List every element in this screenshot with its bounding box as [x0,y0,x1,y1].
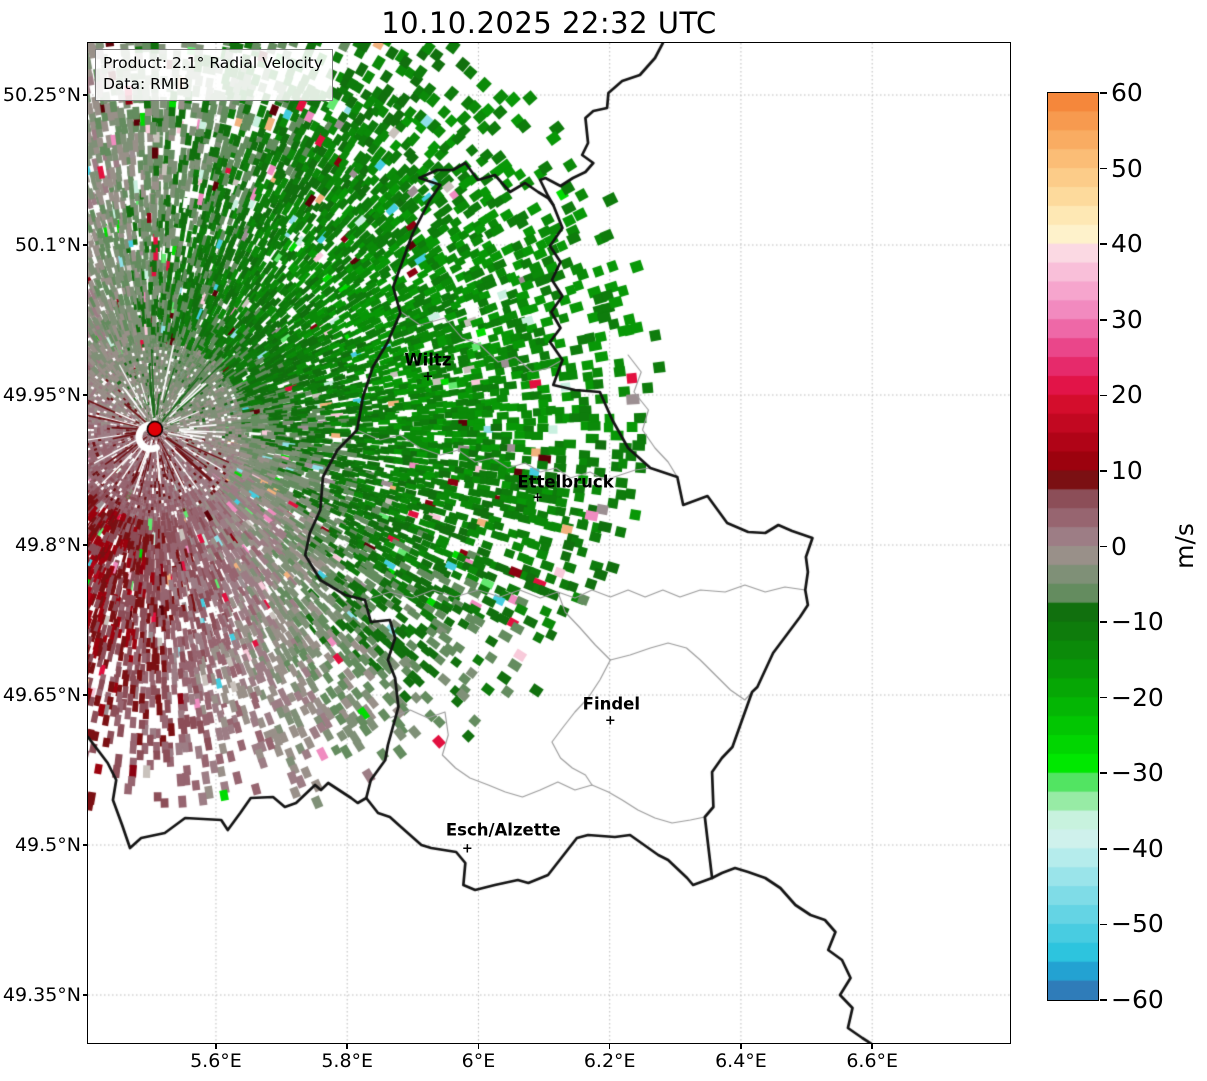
colorbar-tick-mark [1100,923,1107,926]
lon-tick-mark [477,1044,480,1049]
product-legend-box: Product: 2.1° Radial Velocity Data: RMIB [95,49,333,101]
lon-tick-mark [871,1044,873,1049]
colorbar-tick-label: 40 [1111,229,1143,259]
city-marker: + [422,369,434,385]
colorbar-tick-label: 30 [1111,304,1143,334]
colorbar-tick-label: −20 [1111,682,1164,712]
colorbar-tick-label: 10 [1111,455,1143,485]
lon-tick-mark [608,1044,611,1049]
lon-tick-label: 6°E [461,1050,496,1072]
map-panel: Product: 2.1° Radial Velocity Data: RMIB… [87,42,1011,1044]
lon-tick-mark [740,1044,742,1049]
colorbar-tick-label: 60 [1111,78,1143,107]
lat-tick-mark [83,94,88,96]
lon-tick-mark [346,1044,348,1049]
lon-tick-label: 5.8°E [321,1050,374,1072]
lat-tick-mark [83,694,88,696]
colorbar-tick-mark [1100,848,1107,850]
radar-field-canvas [88,43,1010,1043]
lat-tick-label: 49.5°N [14,834,81,856]
city-marker: + [461,841,473,857]
lat-tick-label: 49.8°N [14,534,81,556]
colorbar-tick-label: −10 [1111,607,1164,637]
lon-tick-label: 5.6°E [190,1050,242,1072]
colorbar [1047,92,1099,1001]
legend-product-line: Product: 2.1° Radial Velocity [103,54,323,72]
lat-tick-label: 50.25°N [2,84,81,106]
lat-tick-label: 49.95°N [2,384,81,406]
figure-title: 10.10.2025 22:32 UTC [381,6,717,40]
colorbar-tick-mark [1100,470,1107,472]
colorbar-tick-label: 0 [1111,531,1127,561]
colorbar-tick-mark [1100,999,1107,1001]
city-label: Ettelbruck [517,472,614,492]
colorbar-tick-label: 50 [1111,153,1143,183]
city-marker: + [604,713,616,729]
colorbar-tick-mark [1100,696,1107,699]
colorbar-canvas [1048,93,1098,1000]
lon-tick-label: 6.2°E [583,1050,636,1072]
colorbar-tick-mark [1100,167,1107,170]
city-label: Wiltz [404,350,452,370]
lat-tick-label: 50.1°N [14,234,81,256]
lon-tick-label: 6.6°E [846,1050,899,1072]
city-label: Esch/Alzette [445,820,561,840]
colorbar-tick-label: −30 [1111,758,1164,788]
colorbar-tick-mark [1100,243,1107,245]
lat-tick-mark [83,244,88,246]
colorbar-tick-label: −40 [1111,833,1164,863]
colorbar-tick-mark [1100,92,1107,94]
colorbar-tick-mark [1100,318,1107,321]
lat-tick-label: 49.65°N [2,684,81,706]
lat-tick-mark [83,394,88,396]
colorbar-unit-label: m/s [1170,523,1199,569]
lat-tick-label: 49.35°N [2,984,81,1006]
colorbar-tick-mark [1100,545,1107,548]
city-marker: + [532,490,543,506]
lon-tick-mark [215,1044,217,1049]
colorbar-tick-mark [1100,621,1107,623]
colorbar-tick-mark [1100,394,1107,397]
lat-tick-mark [83,844,88,846]
colorbar-tick-mark [1100,772,1107,775]
city-label: Findel [582,694,641,714]
colorbar-tick-label: 20 [1111,380,1143,410]
colorbar-tick-label: −60 [1111,985,1164,1014]
lat-tick-mark [83,544,88,546]
legend-data-line: Data: RMIB [103,74,190,93]
colorbar-tick-label: −50 [1111,909,1164,939]
lon-tick-label: 6.4°E [715,1050,767,1072]
lat-tick-mark [83,994,88,996]
